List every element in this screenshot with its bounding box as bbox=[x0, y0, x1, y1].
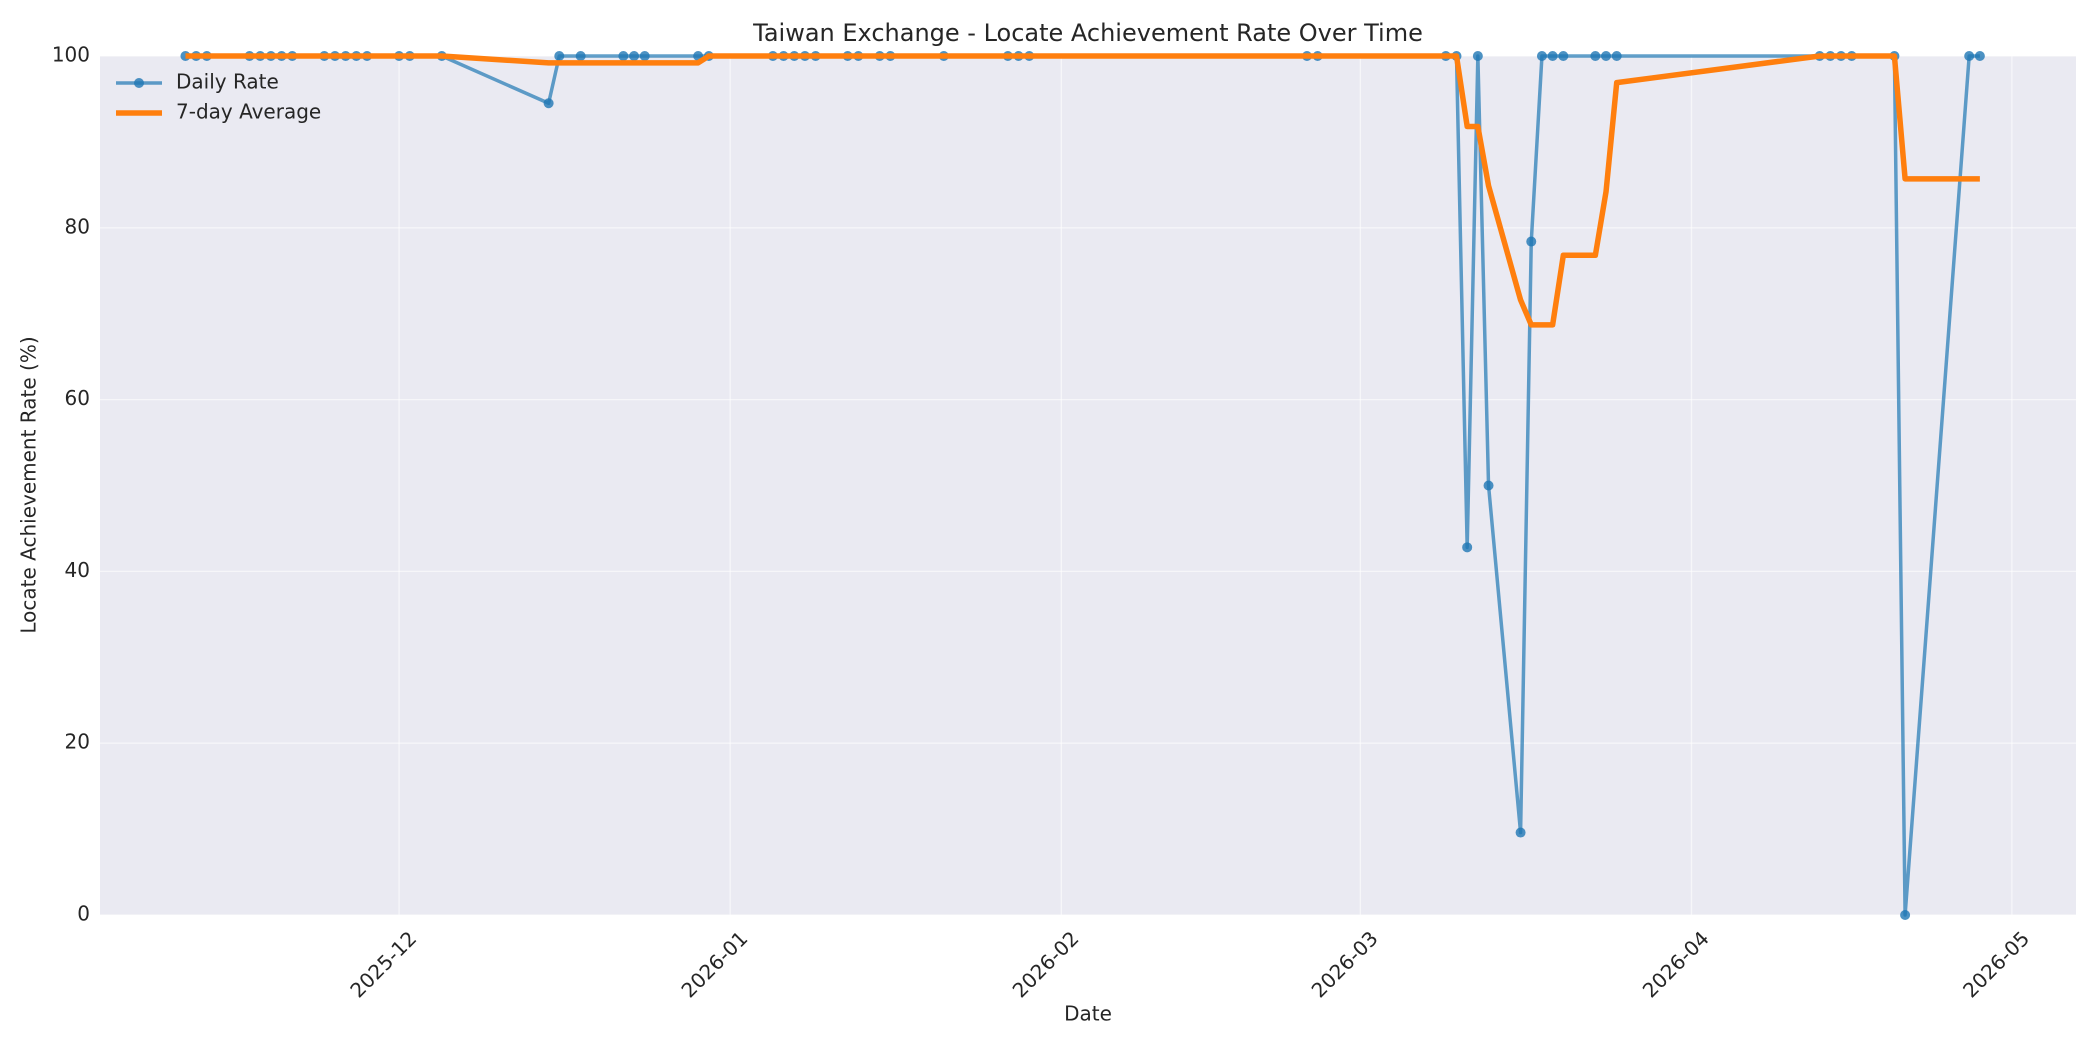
data-point bbox=[575, 51, 586, 61]
chart-title: Taiwan Exchange - Locate Achievement Rat… bbox=[752, 19, 1423, 47]
data-point bbox=[1526, 236, 1537, 247]
data-point bbox=[554, 51, 565, 61]
data-point bbox=[1558, 51, 1569, 61]
legend-label: Daily Rate bbox=[176, 70, 279, 94]
data-point bbox=[1472, 51, 1483, 61]
data-point bbox=[1964, 51, 1975, 61]
x-tick-label: 2026-05 bbox=[1958, 926, 2034, 1002]
data-point bbox=[629, 51, 640, 61]
y-tick-label: 20 bbox=[65, 730, 90, 754]
data-point bbox=[639, 51, 650, 61]
data-point bbox=[1536, 51, 1547, 61]
y-tick-label: 40 bbox=[65, 558, 90, 582]
legend-label: 7-day Average bbox=[176, 100, 321, 124]
data-point bbox=[543, 98, 554, 109]
y-tick-label: 0 bbox=[77, 902, 90, 926]
legend-marker bbox=[134, 78, 144, 88]
y-tick-label: 80 bbox=[65, 214, 90, 238]
data-point bbox=[618, 51, 629, 61]
data-point bbox=[1974, 51, 1985, 61]
data-point bbox=[1547, 51, 1558, 61]
x-tick-label: 2026-02 bbox=[1008, 926, 1084, 1002]
x-tick-label: 2026-01 bbox=[676, 926, 752, 1002]
y-tick-label: 60 bbox=[65, 386, 90, 410]
y-tick-label: 100 bbox=[52, 43, 90, 67]
data-point bbox=[1462, 542, 1473, 553]
legend: Daily Rate 7-day Average bbox=[116, 70, 321, 124]
x-tick-label: 2026-04 bbox=[1638, 926, 1714, 1002]
plot-area bbox=[100, 56, 2076, 915]
series-line bbox=[185, 53, 1980, 328]
data-point bbox=[1515, 827, 1526, 838]
y-axis-label: Locate Achievement Rate (%) bbox=[17, 336, 41, 633]
data-point bbox=[1483, 480, 1494, 491]
data-point bbox=[1900, 910, 1911, 920]
x-tick-label: 2025-12 bbox=[345, 926, 421, 1002]
data-point bbox=[1601, 51, 1612, 61]
x-axis-label: Date bbox=[1064, 1002, 1112, 1026]
x-tick-label: 2026-03 bbox=[1307, 926, 1383, 1002]
data-point bbox=[1611, 51, 1622, 61]
data-point bbox=[1590, 51, 1601, 61]
